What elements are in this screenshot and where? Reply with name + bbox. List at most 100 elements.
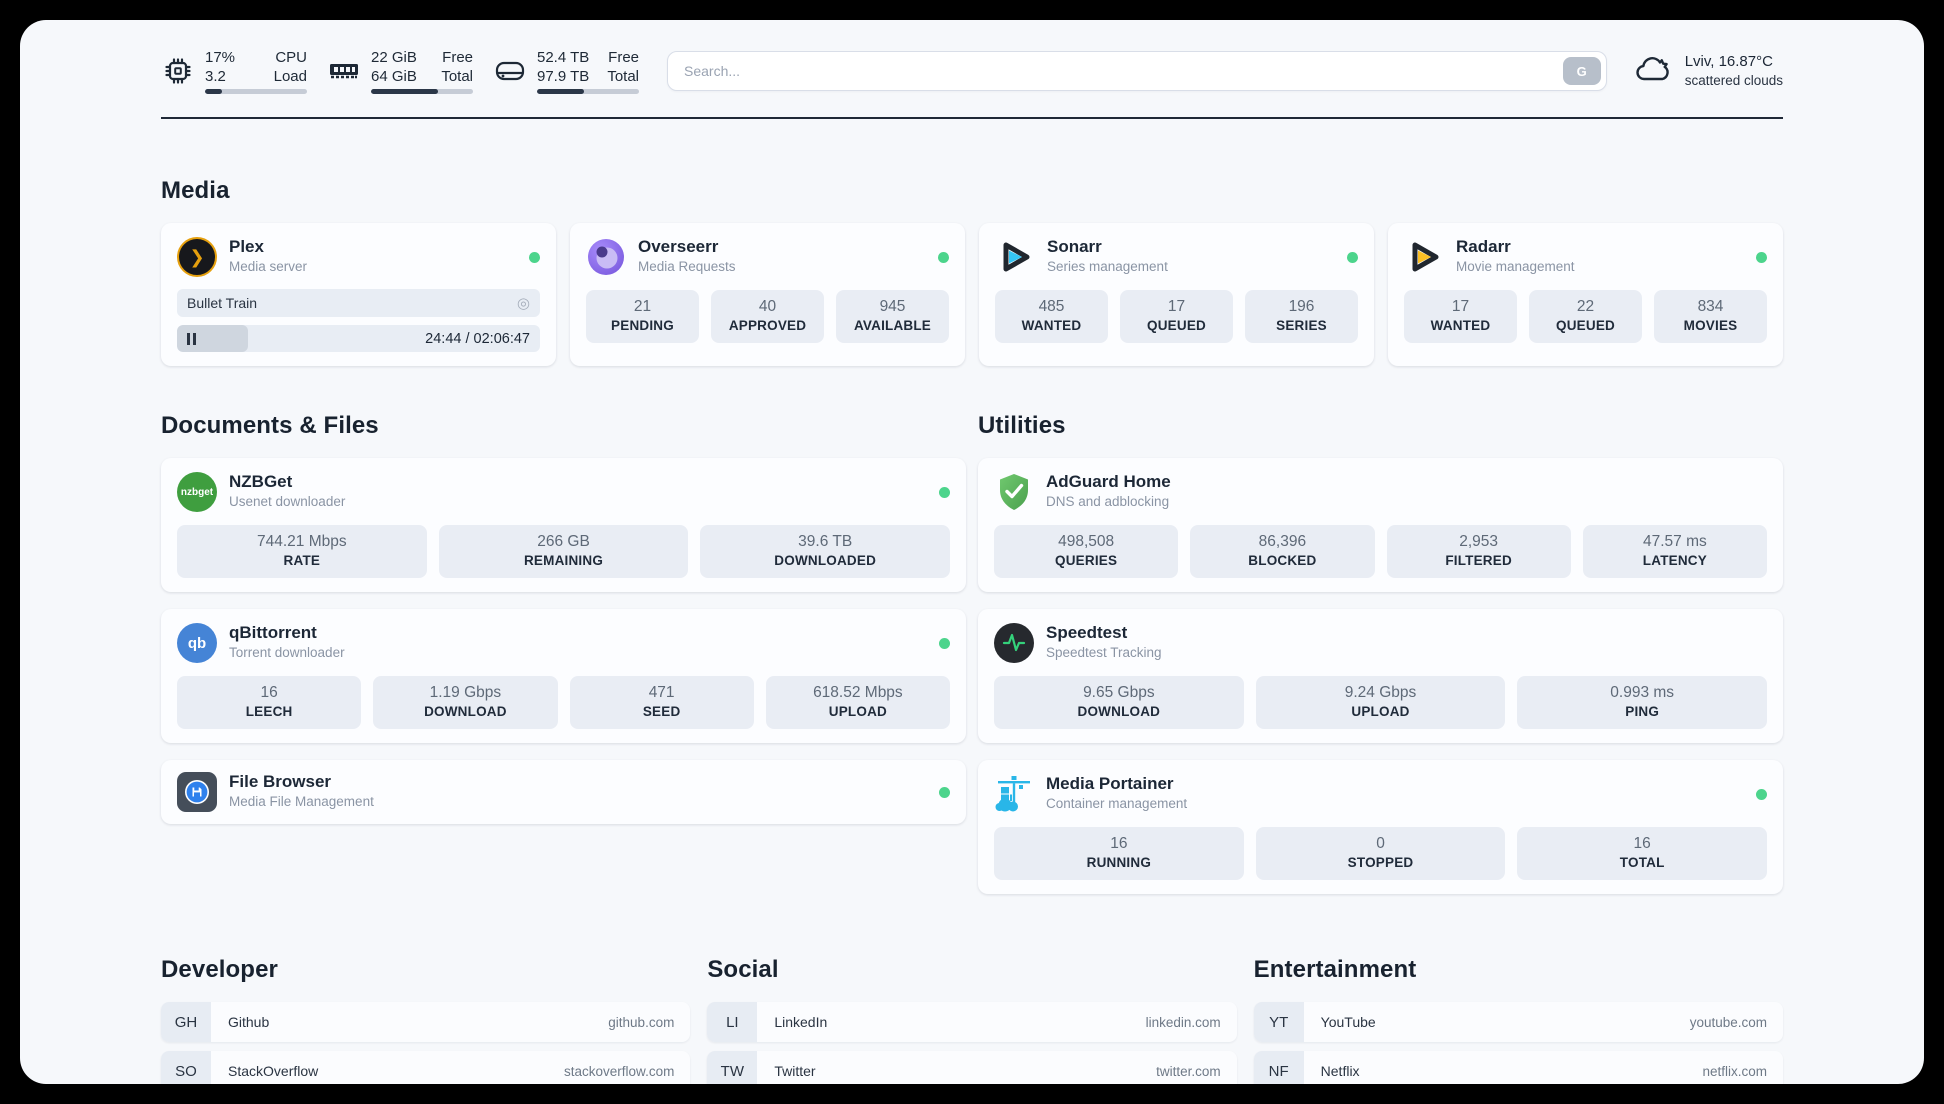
app-card-adguard[interactable]: AdGuard Home DNS and adblocking 498,508 Q… [978,458,1783,592]
status-dot [939,637,950,649]
app-card-filebrowser[interactable]: File Browser Media File Management [161,760,966,824]
app-description: Container management [1046,796,1188,811]
topbar-divider [161,117,1783,119]
app-description: Usenet downloader [229,494,346,509]
memory-total-value: 64 GiB [371,68,417,85]
app-card-sonarr[interactable]: Sonarr Series management 485 WANTED 17 QUE… [979,223,1374,366]
bookmark-twitter[interactable]: TW Twitter twitter.com [707,1051,1237,1084]
nzbget-icon: nzbget [177,472,217,512]
bookmark-stackoverflow[interactable]: SO StackOverflow stackoverflow.com [161,1051,691,1084]
playback-progress-row: 24:44 / 02:06:47 [177,325,540,352]
stat-available: 945 AVAILABLE [836,290,949,343]
stat-rate: 744.21 Mbps RATE [177,525,427,578]
bookmark-url: stackoverflow.com [564,1063,675,1079]
app-description: Speedtest Tracking [1046,645,1162,660]
memory-total-label: Total [441,68,473,85]
stat-movies: 834 MOVIES [1654,290,1767,343]
memory-widget: 22 GiB 64 GiB Free Total [327,48,473,94]
bookmark-url: netflix.com [1702,1063,1767,1079]
bookmark-url: twitter.com [1156,1063,1221,1079]
dashboard-page: 17% 3.2 CPU Load [20,20,1924,1084]
status-dot [1756,788,1767,800]
stat-total: 16 TOTAL [1517,827,1768,880]
stat-queued: 22 QUEUED [1529,290,1642,343]
stat-pending: 21 PENDING [586,290,699,343]
bookmark-abbr: SO [161,1051,211,1084]
disk-total-value: 97.9 TB [537,68,590,85]
stat-wanted: 485 WANTED [995,290,1108,343]
stat-upload: 618.52 Mbps UPLOAD [765,676,950,729]
app-card-qbittorrent[interactable]: qb qBittorrent Torrent downloader 16 LEEC… [161,609,966,743]
bookmark-youtube[interactable]: YT YouTube youtube.com [1253,1002,1783,1042]
disk-progress-bar [537,89,639,94]
stat-approved: 40 APPROVED [711,290,824,343]
cpu-label: CPU [275,49,307,66]
app-name: AdGuard Home [1046,472,1171,491]
stat-running: 16 RUNNING [994,827,1244,880]
memory-free-label: Free [442,49,473,66]
stat-latency: 47.57 ms LATENCY [1582,525,1767,578]
bookmark-url: linkedin.com [1145,1014,1221,1030]
stat-blocked: 86,396 BLOCKED [1190,525,1375,578]
weather-widget: Lviv, 16.87°C scattered clouds [1633,51,1783,92]
bookmark-url: github.com [608,1014,675,1030]
stat-leech: 16 LEECH [177,676,362,729]
app-name: qBittorrent [229,623,317,642]
media-section-title: Media [161,177,230,204]
developer-section-title: Developer [161,956,278,983]
bookmark-name: StackOverflow [228,1063,319,1079]
bookmark-abbr: LI [707,1002,758,1042]
search-engine-button[interactable]: G [1562,57,1601,85]
bookmark-github[interactable]: GH Github github.com [161,1002,691,1042]
playback-time: 24:44 / 02:06:47 [425,330,530,347]
cpu-load-value: 3.2 [205,68,226,85]
stat-filtered: 2,953 FILTERED [1386,525,1571,578]
app-name: Plex [229,237,264,256]
search-input[interactable] [682,62,1563,80]
bookmark-linkedin[interactable]: LI LinkedIn linkedin.com [707,1002,1237,1042]
app-name: Speedtest [1046,623,1128,642]
app-name: Overseerr [638,237,719,256]
stat-queued: 17 QUEUED [1120,290,1233,343]
disk-total-label: Total [607,68,639,85]
bookmark-name: LinkedIn [774,1014,828,1030]
cloud-icon [1633,51,1673,92]
stat-downloaded: 39.6 TB DOWNLOADED [700,525,951,578]
sonarr-icon [995,237,1035,277]
stat-download: 9.65 Gbps DOWNLOAD [994,676,1244,729]
app-name: Radarr [1456,237,1511,256]
qbittorrent-icon: qb [177,623,217,663]
memory-free-value: 22 GiB [371,49,417,66]
weather-condition: scattered clouds [1684,73,1783,88]
drive-icon [493,54,527,88]
section-documents: Documents & Files nzbget NZBGet Usenet d… [161,412,966,894]
bookmark-abbr: YT [1253,1002,1304,1042]
bookmark-abbr: GH [161,1002,211,1042]
app-card-portainer[interactable]: Media Portainer Container management 16 R… [978,760,1783,894]
memory-progress-bar [371,89,473,94]
stat-download: 1.19 Gbps DOWNLOAD [373,676,558,729]
app-description: Series management [1047,259,1168,274]
disk-widget: 52.4 TB 97.9 TB Free Total [493,48,639,94]
app-name: NZBGet [229,472,293,491]
now-playing-row: Bullet Train ◎ [177,289,540,317]
app-card-overseerr[interactable]: Overseerr Media Requests 21 PENDING 40 APP… [570,223,965,366]
ram-icon [327,54,361,88]
app-card-radarr[interactable]: Radarr Movie management 17 WANTED 22 QUEUE… [1388,223,1783,366]
top-bar: 17% 3.2 CPU Load [161,38,1783,104]
bookmark-name: Twitter [774,1063,816,1079]
search-bar: G [667,51,1607,91]
bookmark-name: Github [228,1014,270,1030]
stat-series: 196 SERIES [1245,290,1358,343]
status-dot [1347,251,1358,263]
app-card-speedtest[interactable]: Speedtest Speedtest Tracking 9.65 Gbps DO… [978,609,1783,743]
bookmark-name: Netflix [1320,1063,1360,1079]
app-card-nzbget[interactable]: nzbget NZBGet Usenet downloader 744.21 M… [161,458,966,592]
radarr-icon [1404,237,1444,277]
pause-icon[interactable] [187,332,196,345]
floppy-disk-icon [177,772,217,812]
stat-seed: 471 SEED [569,676,754,729]
app-card-plex[interactable]: ❯ Plex Media server Bullet Train ◎ [161,223,556,366]
documents-section-title: Documents & Files [161,412,379,439]
bookmark-netflix[interactable]: NF Netflix netflix.com [1253,1051,1783,1084]
